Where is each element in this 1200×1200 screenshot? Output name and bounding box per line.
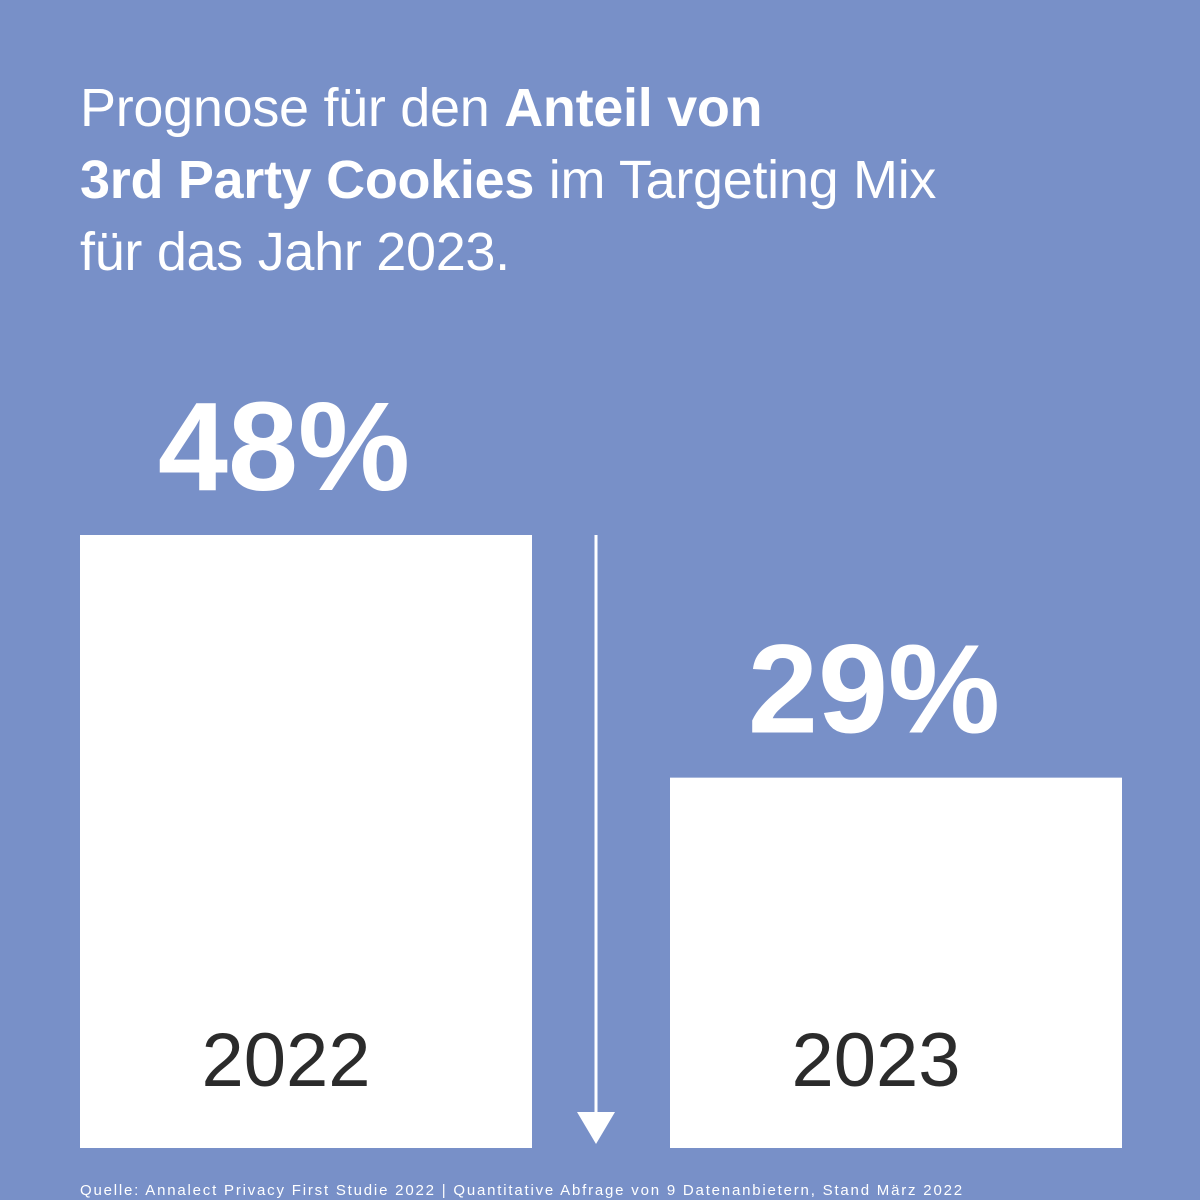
value-label-2022: 48% xyxy=(158,376,410,517)
source-note: Quelle: Annalect Privacy First Studie 20… xyxy=(80,1182,964,1199)
title-line-3: für das Jahr 2023. xyxy=(80,216,1160,288)
trend-arrow-head xyxy=(577,1112,615,1144)
title-line-2-regular: im Targeting Mix xyxy=(534,150,937,210)
bar-2023 xyxy=(670,777,1122,1148)
title-line-1-regular: Prognose für den xyxy=(80,78,505,138)
title-line-2-bold: 3rd Party Cookies xyxy=(80,150,535,210)
title-line-1-bold: Anteil von xyxy=(504,78,763,138)
value-label-2023: 29% xyxy=(748,619,1000,760)
category-label-2023: 2023 xyxy=(791,1018,960,1103)
bar-2022 xyxy=(80,535,532,1148)
title-line-2: 3rd Party Cookies im Targeting Mix xyxy=(80,144,1160,216)
chart-title: Prognose für den Anteil von 3rd Party Co… xyxy=(80,72,1160,288)
title-line-3-regular: für das Jahr 2023. xyxy=(80,222,510,282)
title-line-1: Prognose für den Anteil von xyxy=(80,72,1160,144)
category-label-2022: 2022 xyxy=(201,1018,370,1103)
